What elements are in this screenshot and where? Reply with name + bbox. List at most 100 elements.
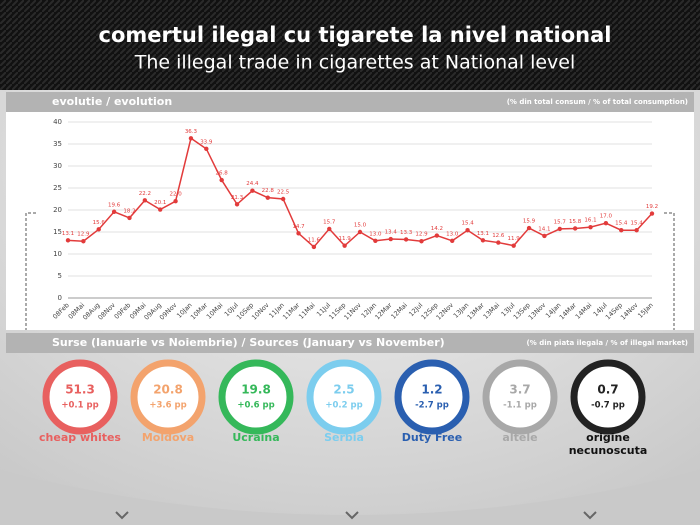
data-label: 11.9: [508, 236, 521, 242]
source-ring: [394, 359, 470, 435]
source-change: +0.1 pp: [61, 401, 98, 411]
data-label: 13.0: [369, 231, 382, 237]
y-tick-label: 0: [58, 294, 62, 302]
decor-bracket: [25, 212, 675, 330]
data-point: [388, 236, 393, 242]
data-point: [434, 233, 440, 238]
data-point: [465, 228, 470, 233]
data-point: [204, 146, 209, 152]
source-change: +0.2 pp: [325, 401, 362, 411]
data-label: 12.9: [77, 232, 90, 238]
data-point: [403, 237, 409, 242]
sources-title: Surse (Ianuarie vs Noiembrie) / Sources …: [52, 336, 445, 349]
data-label: 20.1: [154, 200, 166, 206]
data-label: 15.4: [631, 221, 644, 227]
data-label: 15.4: [615, 221, 628, 227]
data-point: [450, 238, 455, 243]
data-point: [357, 229, 363, 235]
data-label: 14.1: [538, 226, 550, 232]
data-label: 33.9: [200, 139, 213, 145]
data-label: 15.7: [323, 219, 336, 225]
data-point: [327, 226, 332, 232]
y-tick-label: 40: [53, 118, 62, 126]
chart-subtitle: (% din total consum / % of total consump…: [507, 98, 688, 106]
source-change: +0.6 pp: [237, 401, 274, 411]
y-tick-label: 5: [58, 272, 62, 280]
data-point: [265, 195, 270, 200]
header-band: [0, 0, 700, 90]
sources-note: (% din piata ilegala / % of illegal mark…: [527, 339, 688, 347]
data-point: [496, 240, 501, 245]
data-label: 17.0: [600, 214, 613, 220]
source-name: cheap whites: [39, 431, 121, 444]
source-name: Moldova: [141, 431, 195, 444]
data-label: 11.9: [339, 236, 352, 242]
data-point: [511, 243, 516, 248]
decor-arrows: [115, 511, 597, 520]
data-label: 19.6: [108, 202, 121, 208]
data-point: [619, 228, 624, 233]
source-value: 20.8: [153, 383, 183, 397]
data-point: [311, 244, 317, 250]
data-label: 12.9: [415, 232, 428, 238]
data-point: [526, 225, 532, 231]
header-title: comertul ilegal cu tigarete la nivel nat…: [99, 23, 612, 47]
data-label: 14.2: [431, 226, 443, 232]
y-tick-label: 20: [53, 206, 62, 214]
data-point: [158, 207, 163, 212]
chart-title: evolutie / evolution: [52, 95, 172, 108]
data-point: [111, 209, 117, 214]
data-point: [342, 243, 347, 248]
data-point: [250, 188, 255, 193]
data-point: [603, 221, 609, 226]
data-label: 36.3: [185, 129, 198, 135]
source-value: 2.5: [333, 383, 354, 397]
data-point: [572, 226, 578, 231]
source-ring: [306, 359, 382, 435]
data-point: [634, 228, 639, 233]
source-name: altele: [502, 431, 538, 444]
data-label: 26.8: [216, 171, 229, 177]
data-label: 18.2: [123, 208, 135, 214]
data-point: [81, 239, 86, 244]
data-point: [127, 215, 132, 221]
data-label: 22.0: [169, 192, 182, 198]
data-point: [480, 238, 486, 243]
data-point: [649, 211, 655, 216]
data-point: [142, 198, 148, 203]
data-label: 14.7: [292, 224, 305, 230]
source-name: origine necunoscuta: [568, 431, 648, 457]
header-subtitle: The illegal trade in cigarettes at Natio…: [134, 52, 576, 74]
data-point: [373, 238, 378, 243]
data-point: [542, 233, 547, 239]
source-change: -0.7 pp: [591, 401, 625, 411]
data-label: 19.2: [646, 204, 658, 210]
data-point: [188, 136, 194, 141]
y-tick-label: 15: [53, 228, 62, 236]
data-label: 15.6: [93, 220, 106, 226]
chart-panel: [6, 112, 694, 330]
data-label: 15.7: [554, 219, 567, 225]
source-name: Ucraina: [232, 431, 280, 444]
data-point: [173, 199, 178, 204]
data-label: 16.1: [584, 218, 596, 224]
chart-title-band: [6, 92, 694, 112]
source-ring: [130, 359, 206, 435]
data-label: 15.8: [569, 219, 582, 225]
data-label: 13.4: [385, 230, 398, 236]
source-ring: [42, 359, 118, 435]
source-ring: [482, 359, 558, 435]
y-tick-label: 30: [53, 162, 62, 170]
data-point: [419, 239, 424, 244]
source-value: 0.7: [597, 383, 618, 397]
data-label: 24.4: [246, 181, 259, 187]
sources-title-band: [6, 333, 694, 353]
data-label: 15.9: [523, 219, 536, 225]
y-tick-label: 35: [53, 140, 62, 148]
data-point: [96, 227, 101, 232]
data-point: [296, 231, 301, 236]
data-point: [219, 177, 224, 183]
source-ring: [570, 359, 646, 435]
